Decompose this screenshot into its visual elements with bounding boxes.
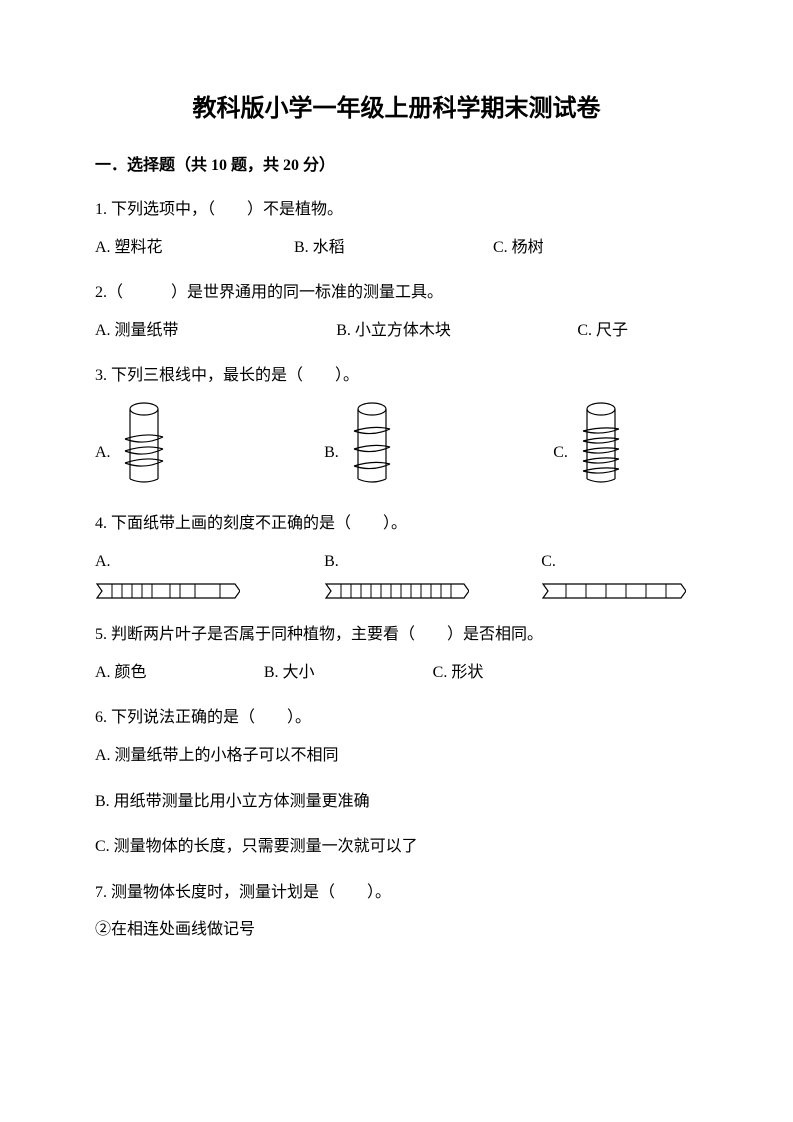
q4-label-a: A. bbox=[95, 549, 111, 575]
q6-text: 6. 下列说法正确的是（ ）。 bbox=[95, 705, 698, 731]
q4-figures: A. B. bbox=[95, 549, 698, 603]
q4-label-c: C. bbox=[541, 549, 556, 575]
q1-option-c: C. 杨树 bbox=[493, 235, 674, 261]
q3-label-c: C. bbox=[553, 440, 568, 486]
q4-text: 4. 下面纸带上画的刻度不正确的是（ ）。 bbox=[95, 511, 698, 537]
q2-option-a: A. 测量纸带 bbox=[95, 318, 336, 344]
tape-c-icon bbox=[541, 580, 686, 602]
question-2: 2.（ ）是世界通用的同一标准的测量工具。 A. 测量纸带 B. 小立方体木块 … bbox=[95, 280, 698, 343]
question-7: 7. 测量物体长度时，测量计划是（ ）。 ②在相连处画线做记号 bbox=[95, 880, 698, 943]
q6-option-b: B. 用纸带测量比用小立方体测量更准确 bbox=[95, 789, 698, 815]
q2-option-b: B. 小立方体木块 bbox=[336, 318, 577, 344]
q2-text: 2.（ ）是世界通用的同一标准的测量工具。 bbox=[95, 280, 698, 306]
q7-text: 7. 测量物体长度时，测量计划是（ ）。 bbox=[95, 880, 698, 906]
question-5: 5. 判断两片叶子是否属于同种植物，主要看（ ）是否相同。 A. 颜色 B. 大… bbox=[95, 622, 698, 685]
q3-figures: A. B. C. bbox=[95, 401, 698, 486]
question-3: 3. 下列三根线中，最长的是（ ）。 A. B. bbox=[95, 363, 698, 486]
section-header: 一．选择题（共 10 题，共 20 分） bbox=[95, 153, 698, 179]
page-title: 教科版小学一年级上册科学期末测试卷 bbox=[95, 90, 698, 128]
q6-option-c: C. 测量物体的长度，只需要测量一次就可以了 bbox=[95, 834, 698, 860]
q2-options: A. 测量纸带 B. 小立方体木块 C. 尺子 bbox=[95, 318, 698, 344]
q6-option-a: A. 测量纸带上的小格子可以不相同 bbox=[95, 743, 698, 769]
q4-label-b: B. bbox=[324, 549, 339, 575]
q1-option-b: B. 水稻 bbox=[294, 235, 493, 261]
question-4: 4. 下面纸带上画的刻度不正确的是（ ）。 A. B. bbox=[95, 511, 698, 602]
question-6: 6. 下列说法正确的是（ ）。 A. 测量纸带上的小格子可以不相同 B. 用纸带… bbox=[95, 705, 698, 859]
q5-options: A. 颜色 B. 大小 C. 形状 bbox=[95, 660, 698, 686]
tape-b-icon bbox=[324, 580, 469, 602]
q1-option-a: A. 塑料花 bbox=[95, 235, 294, 261]
q3-label-a: A. bbox=[95, 440, 111, 486]
cylinder-b-icon bbox=[347, 401, 397, 486]
q2-option-c: C. 尺子 bbox=[577, 318, 698, 344]
q5-option-a: A. 颜色 bbox=[95, 660, 264, 686]
q7-step2: ②在相连处画线做记号 bbox=[95, 917, 698, 943]
tape-a-icon bbox=[95, 580, 240, 602]
q1-text: 1. 下列选项中，（ ）不是植物。 bbox=[95, 197, 698, 223]
q3-text: 3. 下列三根线中，最长的是（ ）。 bbox=[95, 363, 698, 389]
q5-option-c: C. 形状 bbox=[433, 660, 602, 686]
cylinder-c-icon bbox=[576, 401, 626, 486]
cylinder-a-icon bbox=[119, 401, 169, 486]
q5-option-b: B. 大小 bbox=[264, 660, 433, 686]
q3-label-b: B. bbox=[324, 440, 339, 486]
q1-options: A. 塑料花 B. 水稻 C. 杨树 bbox=[95, 235, 698, 261]
q5-text: 5. 判断两片叶子是否属于同种植物，主要看（ ）是否相同。 bbox=[95, 622, 698, 648]
question-1: 1. 下列选项中，（ ）不是植物。 A. 塑料花 B. 水稻 C. 杨树 bbox=[95, 197, 698, 260]
